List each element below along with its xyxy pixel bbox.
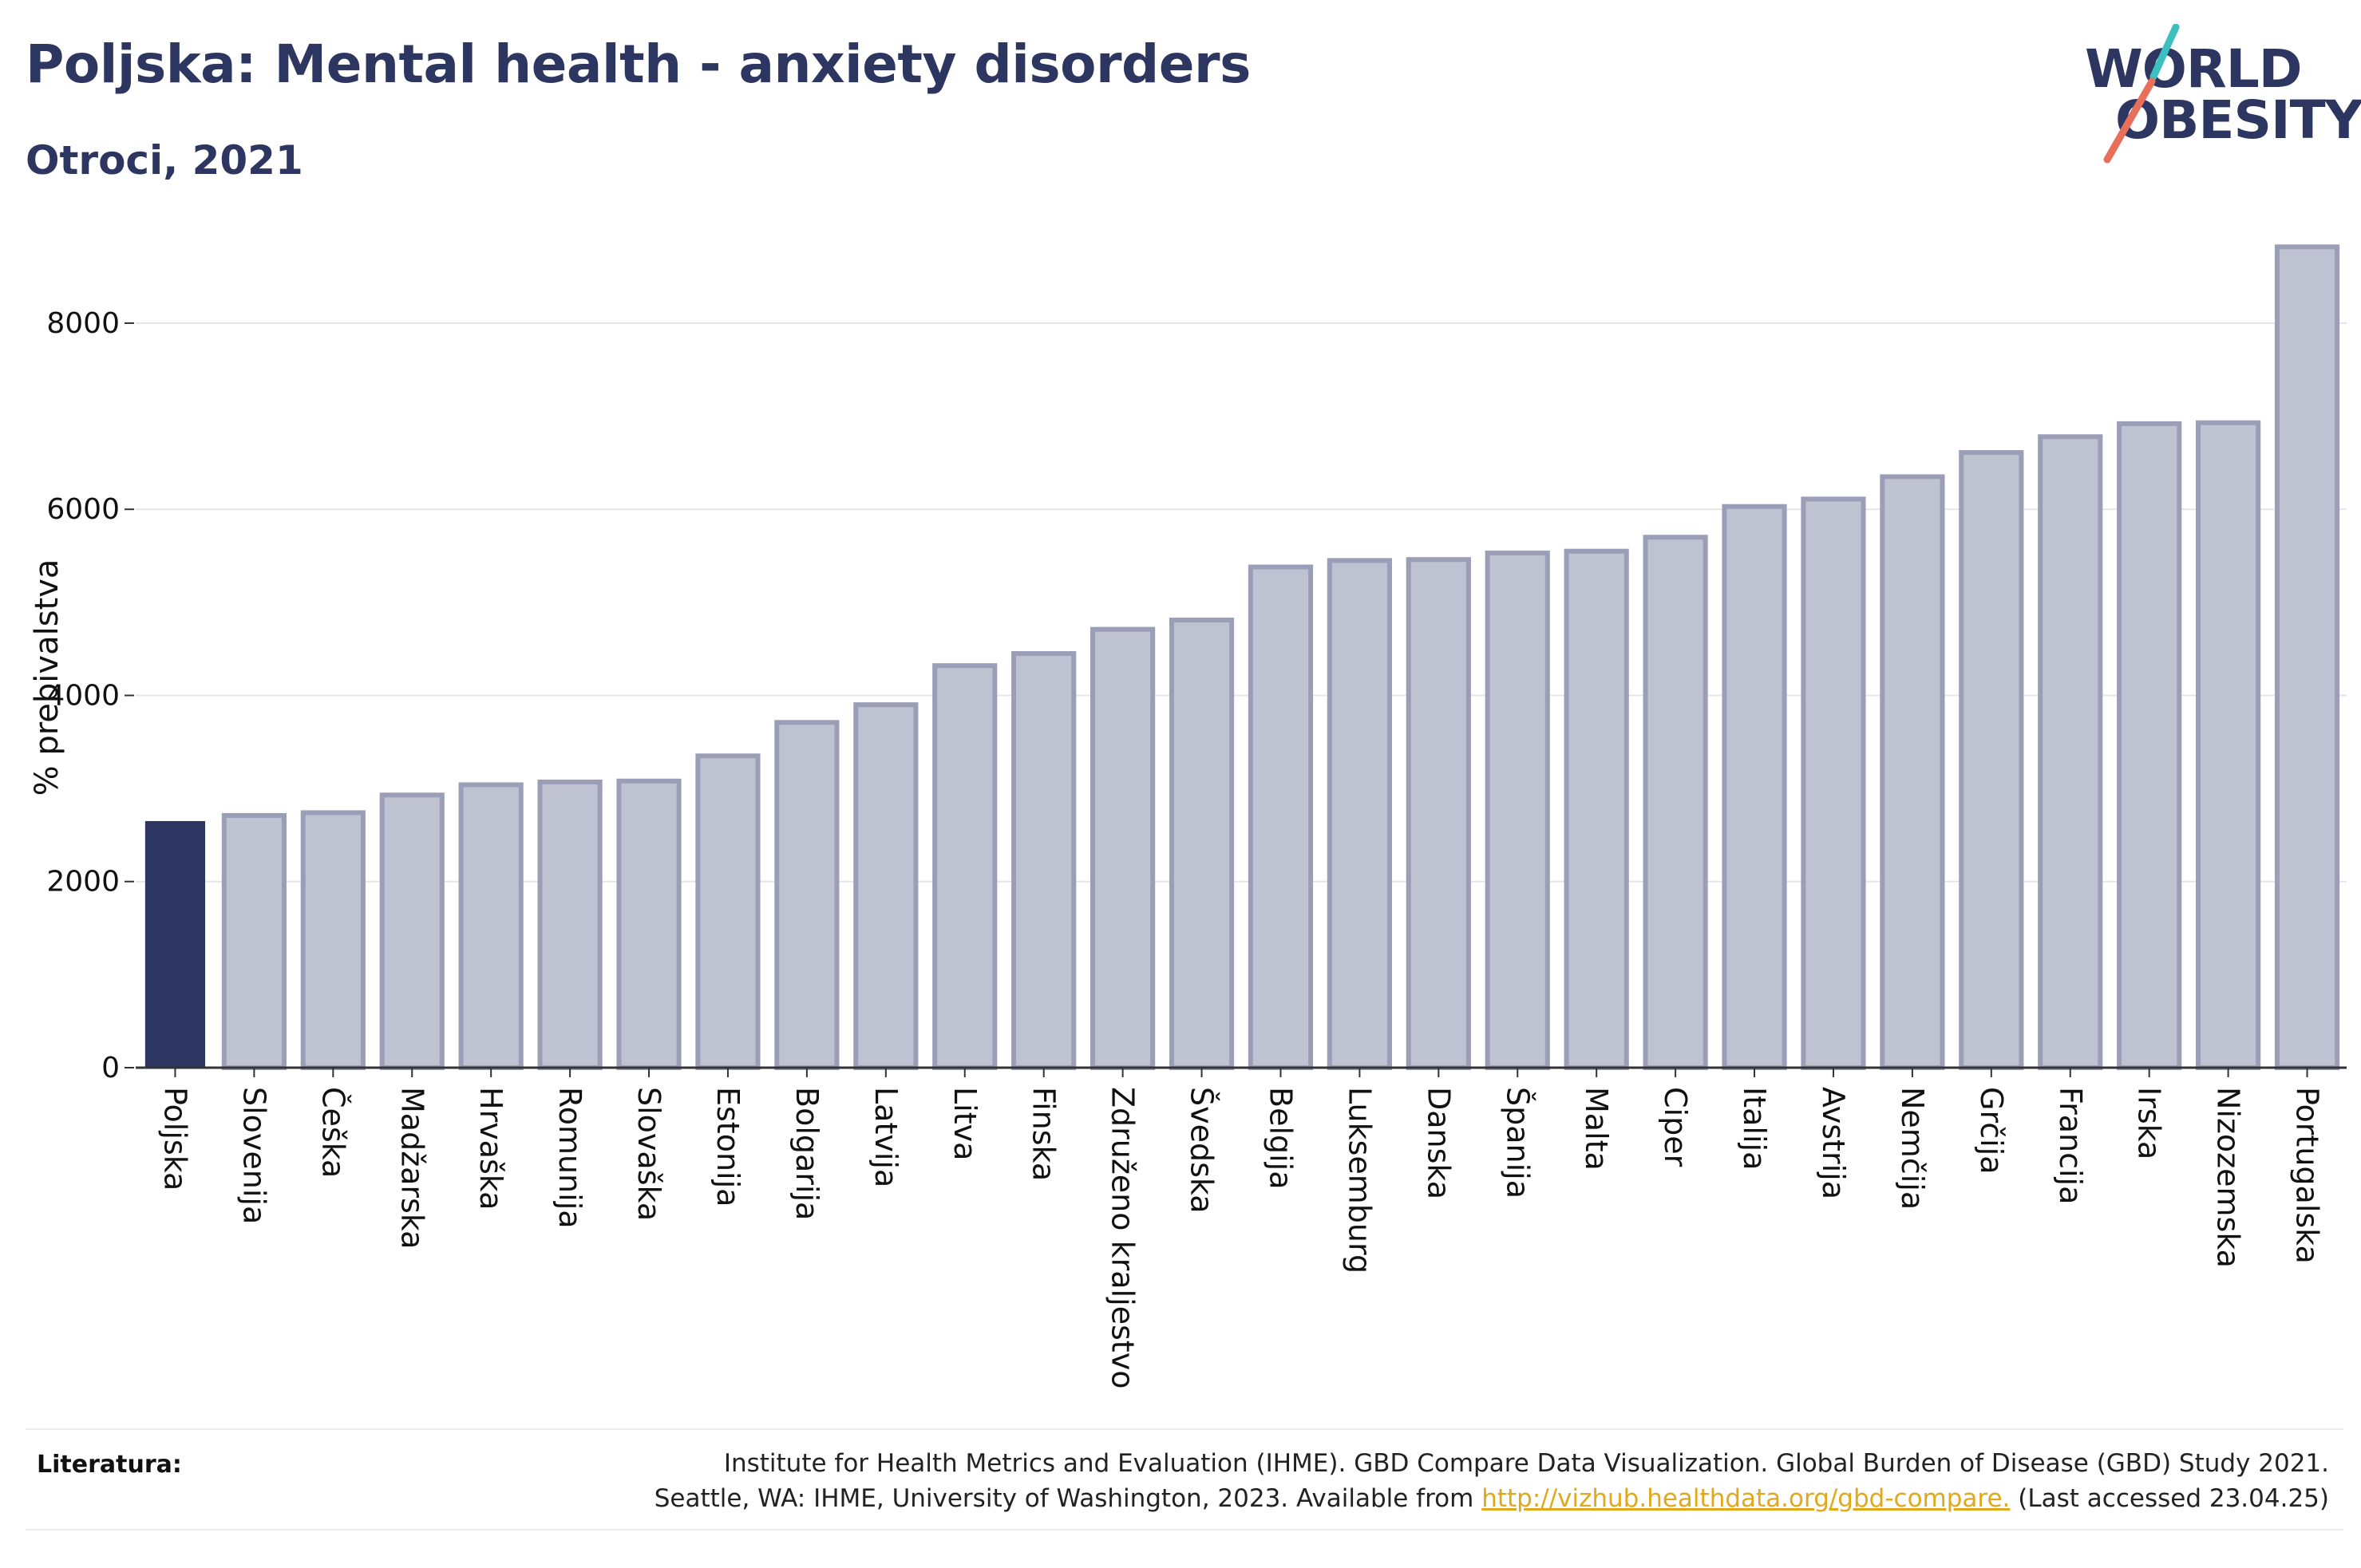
bar-portugalska	[2274, 244, 2340, 1070]
x-tick-label: Irska	[2132, 1087, 2167, 1159]
reference-line-2: Seattle, WA: IHME, University of Washing…	[493, 1481, 2329, 1516]
bar-hrvaška	[458, 782, 524, 1070]
bar-slovenija	[221, 812, 287, 1070]
x-tick-label: Ciper	[1658, 1087, 1693, 1167]
x-tick-label: Romunija	[552, 1087, 587, 1229]
x-tick-label: Francija	[2053, 1087, 2088, 1204]
footer-top-divider	[26, 1428, 2343, 1430]
x-tick-label: Litva	[947, 1087, 983, 1160]
reference-line-2-prefix: Seattle, WA: IHME, University of Washing…	[654, 1484, 1482, 1513]
x-tick-label: Malta	[1579, 1087, 1614, 1171]
bar-romunija	[537, 779, 603, 1070]
y-axis-label: % prebivalstva	[29, 559, 65, 796]
bar-švedska	[1169, 618, 1235, 1070]
x-tick-label: Belgija	[1263, 1087, 1298, 1190]
bar-litva	[932, 663, 998, 1070]
footer-bottom-divider	[26, 1529, 2343, 1530]
bar-chart: 0 2000 4000 6000 8000 % prebivalstva Poljska Sl…	[29, 244, 2347, 1388]
bar-latvija	[853, 702, 919, 1070]
x-tick-label: Danska	[1421, 1087, 1456, 1199]
chart-title: Poljska: Mental health - anxiety disorde…	[26, 34, 1251, 95]
x-tick-label: Slovenija	[236, 1087, 271, 1224]
x-tick-label: Finska	[1026, 1087, 1062, 1181]
x-tick-label: Bolgarija	[789, 1087, 825, 1220]
y-tick-label: 2000	[46, 866, 120, 899]
x-tick-label: Portugalska	[2290, 1087, 2325, 1264]
y-tick-label: 0	[101, 1052, 120, 1084]
x-tick-label: Nemčija	[1895, 1087, 1930, 1210]
x-tick-label: Poljska	[157, 1087, 192, 1191]
x-tick-label: Združeno kraljestvo	[1105, 1087, 1141, 1388]
bar-bolgarija	[774, 720, 840, 1070]
bar-češka	[300, 810, 366, 1071]
logo-slash-icon	[2103, 24, 2180, 164]
x-tick-label: Luksemburg	[1342, 1087, 1377, 1274]
bar-irska	[2117, 421, 2182, 1070]
bar-grčija	[1959, 450, 2024, 1070]
reference-line-2-suffix: (Last accessed 23.04.25)	[2010, 1484, 2329, 1513]
x-tick-label: Italija	[1737, 1087, 1772, 1170]
x-tick-label: Slovaška	[631, 1087, 666, 1221]
logo-word-obesity: OBESITY	[2115, 89, 2361, 151]
bar-poljska	[144, 820, 206, 1068]
y-tick-label: 6000	[46, 493, 120, 526]
x-tick-label: Švedska	[1184, 1087, 1220, 1214]
reference-line-1: Institute for Health Metrics and Evaluat…	[723, 1449, 2329, 1478]
bar-italija	[1722, 504, 1787, 1070]
y-tick-label: 8000	[46, 307, 120, 340]
x-tick-label: Grčija	[1974, 1087, 2009, 1175]
bar-malta	[1564, 548, 1629, 1070]
bar-avstrija	[1801, 496, 1866, 1070]
bar-francija	[2038, 434, 2103, 1070]
bar-madžarska	[379, 792, 445, 1071]
x-tick-label: Latvija	[868, 1087, 904, 1187]
x-tick-label: Estonija	[710, 1087, 745, 1207]
bar-slovaška	[616, 778, 682, 1071]
bar-ciper	[1643, 535, 1708, 1070]
y-tick-label: 4000	[46, 679, 120, 712]
reference-link[interactable]: http://vizhub.healthdata.org/gbd-compare…	[1481, 1484, 2011, 1513]
world-obesity-logo: WORLD OBESITY	[2083, 24, 2361, 168]
x-tick-label: Češka	[315, 1087, 350, 1178]
bar-finska	[1011, 651, 1077, 1070]
bar-nizozemska	[2196, 420, 2261, 1070]
x-tick-label: Madžarska	[394, 1087, 429, 1249]
x-tick-label: Hrvaška	[473, 1087, 508, 1210]
logo-word-world: WORLD	[2085, 38, 2303, 100]
bar-danska	[1406, 557, 1471, 1070]
bar-luksemburg	[1327, 558, 1392, 1070]
references-label: Literatura:	[37, 1451, 182, 1479]
bar-belgija	[1248, 564, 1314, 1070]
bar-nemčija	[1880, 474, 1945, 1070]
x-tick-label: Nizozemska	[2211, 1087, 2246, 1268]
chart-subtitle: Otroci, 2021	[26, 137, 303, 184]
bar-estonija	[695, 753, 761, 1070]
x-tick-label: Španija	[1500, 1087, 1535, 1199]
bar-združeno-kraljestvo	[1090, 626, 1156, 1070]
x-tick-label: Avstrija	[1816, 1087, 1851, 1199]
references-text: Institute for Health Metrics and Evaluat…	[493, 1446, 2329, 1516]
bar-španija	[1485, 551, 1550, 1070]
